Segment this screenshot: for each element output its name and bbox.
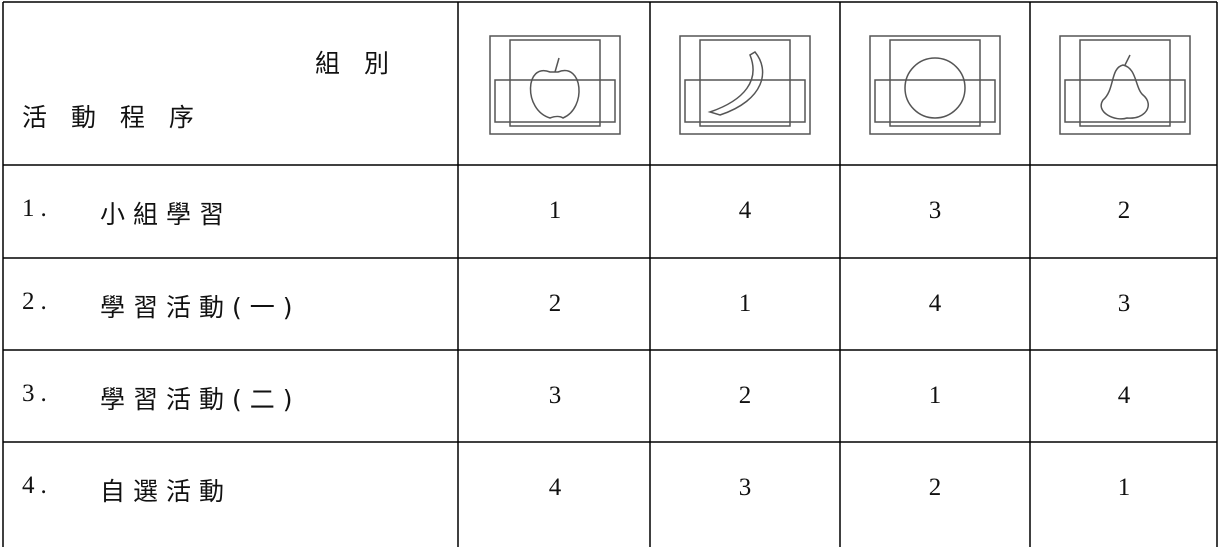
activity-name: 學習活動(二) [100, 385, 301, 414]
row-index: 4. [22, 472, 53, 499]
group-order: 3 [1117, 290, 1131, 317]
group-header: 組 別 [315, 49, 397, 78]
apple-icon [489, 35, 621, 135]
group-order: 1 [738, 290, 752, 317]
group-order: 4 [738, 197, 752, 224]
row-index: 3. [22, 380, 53, 407]
orange-icon [869, 35, 1001, 135]
row-index: 1. [22, 195, 53, 222]
pear-icon [1059, 35, 1191, 135]
group-order: 1 [1117, 474, 1131, 501]
group-order: 2 [928, 474, 942, 501]
group-order: 1 [548, 197, 562, 224]
activity-name: 學習活動(一) [100, 293, 301, 322]
group-order: 4 [928, 290, 942, 317]
group-order: 2 [738, 382, 752, 409]
banana-icon [679, 35, 811, 135]
group-order: 4 [548, 474, 562, 501]
group-order: 4 [1117, 382, 1131, 409]
group-order: 2 [548, 290, 562, 317]
row-index: 2. [22, 288, 53, 315]
group-order: 3 [928, 197, 942, 224]
activity-name: 自選活動 [100, 477, 233, 506]
activity-header: 活 動 程 序 [22, 103, 202, 132]
group-order: 1 [928, 382, 942, 409]
activity-name: 小組學習 [100, 200, 233, 229]
group-order: 2 [1117, 197, 1131, 224]
group-order: 3 [548, 382, 562, 409]
group-order: 3 [738, 474, 752, 501]
